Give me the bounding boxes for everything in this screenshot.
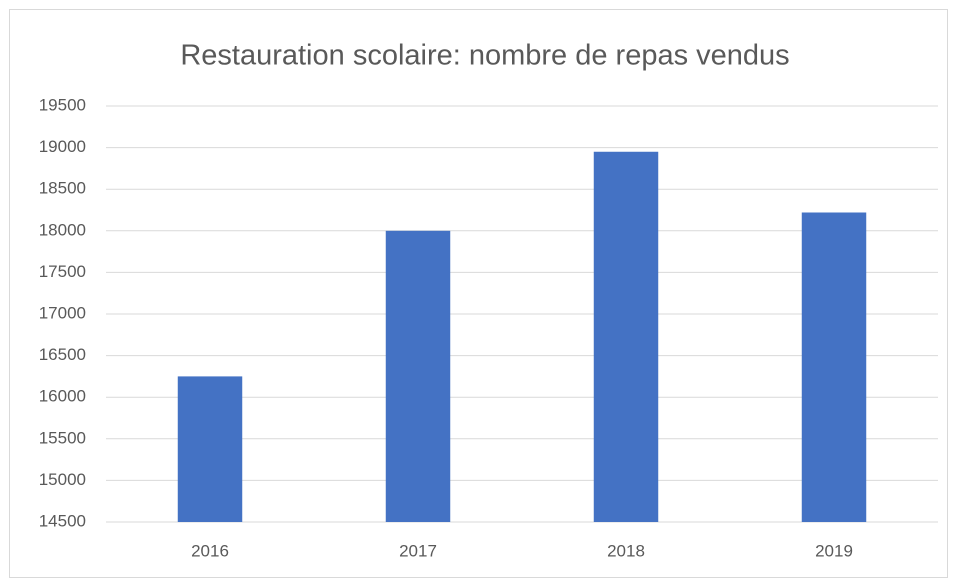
bar: [385, 230, 451, 523]
y-tick-label: 15000: [39, 470, 86, 489]
y-tick-label: 18000: [39, 220, 86, 239]
bar: [177, 376, 243, 522]
y-tick-label: 17500: [39, 262, 86, 281]
bar: [801, 212, 867, 522]
chart-title: Restauration scolaire: nombre de repas v…: [180, 40, 789, 72]
y-tick-label: 17000: [39, 303, 86, 322]
bar: [593, 151, 659, 522]
y-tick-label: 16500: [39, 345, 86, 364]
y-tick-label: 18500: [39, 179, 86, 198]
x-tick-label: 2017: [399, 541, 437, 560]
y-tick-label: 16000: [39, 387, 86, 406]
x-tick-label: 2018: [607, 541, 645, 560]
chart-frame: [9, 9, 948, 578]
y-tick-label: 15500: [39, 428, 86, 447]
x-tick-label: 2019: [815, 541, 853, 560]
y-tick-label: 14500: [39, 511, 86, 530]
x-tick-label: 2016: [191, 541, 229, 560]
y-tick-label: 19500: [39, 95, 86, 114]
y-tick-label: 19000: [39, 137, 86, 156]
